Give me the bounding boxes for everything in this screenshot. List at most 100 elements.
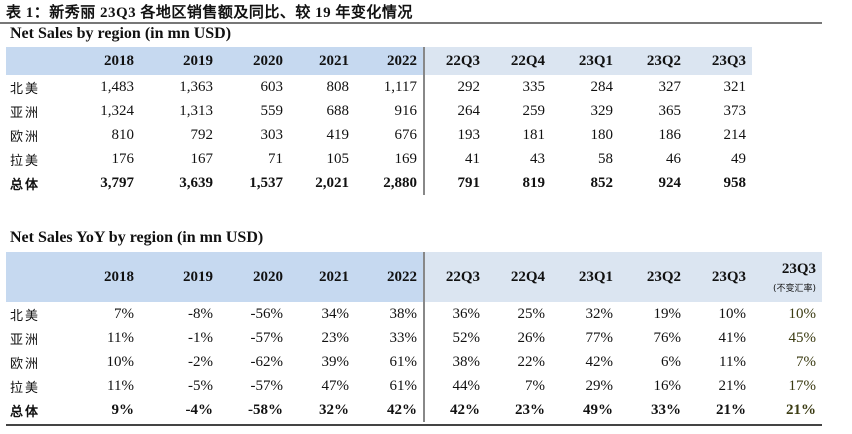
column-header-label: 23Q3 bbox=[711, 52, 746, 69]
table-cell: 214 bbox=[723, 126, 747, 143]
table-cell: 41 bbox=[423, 147, 486, 171]
table-row: 总体 3,797 3,639 1,537 2,021 2,880 791 819 852 924 9… bbox=[6, 171, 822, 195]
table-cell: 21% bbox=[718, 377, 747, 394]
empty-cell bbox=[752, 171, 822, 195]
table-cell: -5% bbox=[188, 377, 213, 394]
table-cell: 32% bbox=[585, 305, 614, 322]
column-header: 2019 bbox=[140, 47, 219, 75]
table-cell: 181 bbox=[522, 126, 546, 143]
column-header-label: 2021 bbox=[319, 268, 349, 285]
region-label: 亚洲 bbox=[10, 332, 41, 348]
table-cell: 1,117 bbox=[383, 78, 417, 95]
table-cell: 335 bbox=[522, 78, 546, 95]
column-header: 2019 bbox=[140, 252, 219, 302]
table-cell: 373 bbox=[723, 102, 747, 119]
table-cell: 676 bbox=[394, 126, 418, 143]
net-sales-table: 2018 2019 2020 2021 2022 22Q3 22Q4 23Q1 23Q2 23Q3… bbox=[6, 47, 822, 195]
table-cell: 559 bbox=[260, 102, 284, 119]
table-cell: -62% bbox=[250, 353, 284, 370]
table-cell: 21% bbox=[716, 401, 746, 418]
table-cell: 7% bbox=[525, 377, 545, 394]
region-label: 北美 bbox=[10, 308, 41, 324]
table-cell: 264 bbox=[423, 99, 486, 123]
region-label: 总体 bbox=[10, 177, 41, 193]
caption-rule bbox=[0, 22, 822, 24]
table-cell: 77% bbox=[585, 329, 614, 346]
table-row: 欧洲 10% -2% -62% 39% 61% 38% 22% 42% 6% 11% 7% bbox=[6, 350, 822, 374]
column-header: 2018 bbox=[80, 252, 140, 302]
column-header: 23Q3 (不变汇率) bbox=[752, 252, 822, 302]
table-cell: 810 bbox=[111, 126, 135, 143]
table-cell: 958 bbox=[723, 174, 747, 191]
table-cell: 180 bbox=[590, 126, 614, 143]
table-row: 拉美 11% -5% -57% 47% 61% 44% 7% 29% 16% 21% 17% bbox=[6, 374, 822, 398]
column-header-label: 2019 bbox=[183, 52, 213, 69]
table-cell: 19% bbox=[653, 305, 682, 322]
table-cell: 1,363 bbox=[179, 78, 213, 95]
column-header-label: 22Q4 bbox=[510, 268, 545, 285]
column-header-label: 22Q3 bbox=[445, 268, 480, 285]
table-cell: 10% bbox=[788, 305, 817, 322]
table-cell: 9% bbox=[111, 401, 135, 418]
empty-cell bbox=[752, 123, 822, 147]
table-cell: 176 bbox=[111, 150, 135, 167]
column-header-label: 2020 bbox=[253, 52, 283, 69]
table-cell: 58 bbox=[598, 150, 613, 167]
table-cell: 71 bbox=[268, 150, 283, 167]
column-header-label: 2018 bbox=[104, 268, 134, 285]
table-cell: 167 bbox=[190, 150, 214, 167]
table-cell: 29% bbox=[585, 377, 614, 394]
table-cell: 25% bbox=[517, 305, 546, 322]
column-header: 22Q3 bbox=[423, 47, 486, 75]
table-cell: 1,483 bbox=[100, 78, 134, 95]
table-cell: 2,021 bbox=[315, 174, 349, 191]
region-label: 拉美 bbox=[10, 153, 41, 169]
table-cell: 105 bbox=[326, 150, 350, 167]
column-header: 2022 bbox=[355, 252, 424, 302]
table-cell: -57% bbox=[250, 329, 284, 346]
empty-cell bbox=[752, 75, 822, 99]
column-header: 2020 bbox=[219, 252, 289, 302]
table-cell: 36% bbox=[423, 302, 486, 326]
table-cell: 17% bbox=[788, 377, 817, 394]
region-label: 拉美 bbox=[10, 380, 41, 396]
table-cell: 76% bbox=[653, 329, 682, 346]
table-cell: 32% bbox=[319, 401, 349, 418]
table-cell: 169 bbox=[394, 150, 418, 167]
table-cell: 33% bbox=[389, 329, 418, 346]
column-header-label: 23Q2 bbox=[646, 268, 681, 285]
table-cell: 61% bbox=[389, 353, 418, 370]
table-cell: -8% bbox=[188, 305, 213, 322]
table-cell: 3,639 bbox=[179, 174, 213, 191]
column-header-label: 2021 bbox=[319, 52, 349, 69]
table-cell: 44% bbox=[423, 374, 486, 398]
column-header: 23Q2 bbox=[619, 252, 687, 302]
table-cell: 916 bbox=[394, 102, 418, 119]
column-header-label: 23Q3 bbox=[781, 260, 816, 277]
column-header: 22Q4 bbox=[486, 47, 551, 75]
table-cell: 852 bbox=[590, 174, 614, 191]
column-header-label: 2018 bbox=[104, 52, 134, 69]
table-caption: 表 1：新秀丽 23Q3 各地区销售额及同比、较 19 年变化情况 bbox=[6, 5, 413, 21]
table-cell: 6% bbox=[661, 353, 681, 370]
table-cell: 46 bbox=[666, 150, 681, 167]
column-header-label: 2022 bbox=[387, 52, 417, 69]
column-header-label: 2020 bbox=[253, 268, 283, 285]
column-header: 22Q3 bbox=[423, 252, 486, 302]
table-cell: 45% bbox=[788, 329, 817, 346]
bottom-rule bbox=[6, 424, 822, 426]
column-header: 2020 bbox=[219, 47, 289, 75]
table-cell: 49 bbox=[731, 150, 746, 167]
table-cell: 365 bbox=[658, 102, 682, 119]
column-header: 2018 bbox=[80, 47, 140, 75]
column-header: 23Q1 bbox=[551, 47, 619, 75]
column-header: 23Q2 bbox=[619, 47, 687, 75]
table-cell: 42% bbox=[585, 353, 614, 370]
column-header: 2021 bbox=[289, 252, 355, 302]
table-cell: 292 bbox=[423, 75, 486, 99]
column-header bbox=[6, 47, 80, 75]
table-cell: 26% bbox=[517, 329, 546, 346]
table-cell: -2% bbox=[188, 353, 213, 370]
region-label: 北美 bbox=[10, 81, 41, 97]
region-label: 欧洲 bbox=[10, 129, 41, 145]
